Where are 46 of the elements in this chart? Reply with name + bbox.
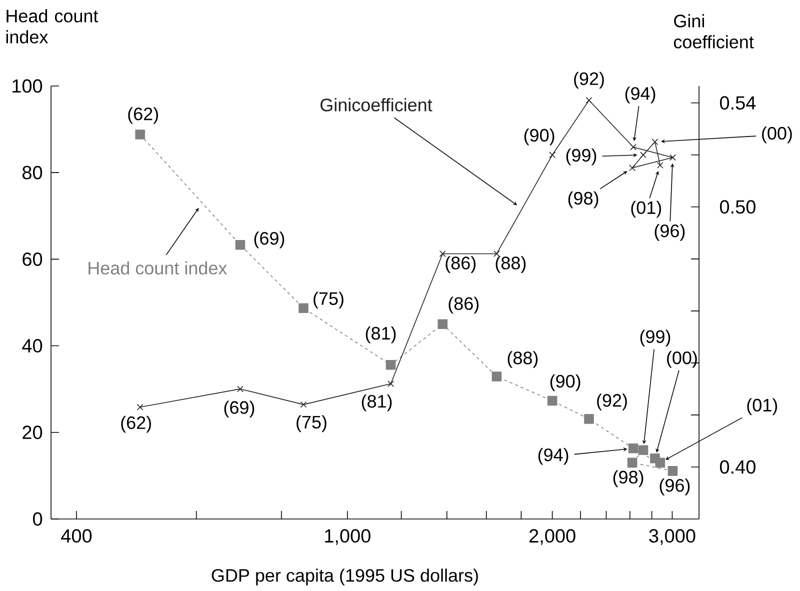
x-axis-title: GDP per capita (1995 US dollars)	[212, 568, 478, 586]
annotation: (69)	[224, 400, 254, 418]
y-axis-title: Head count index	[6, 9, 98, 44]
annotation: (96)	[660, 478, 690, 496]
x-tick-label: 400	[61, 529, 92, 543]
y-tick-label: 0	[33, 512, 42, 526]
annotation: (88)	[508, 351, 538, 368]
y2-tick-label: 0.40	[720, 460, 756, 474]
annotation: (69)	[254, 232, 284, 248]
annotation: (90)	[550, 374, 580, 392]
annotation: (86)	[448, 296, 479, 314]
x-tick-label: 2,000	[529, 529, 576, 545]
annotation: (98)	[613, 470, 644, 488]
annotation: (90)	[524, 128, 554, 146]
y-tick-label: 100	[12, 79, 42, 93]
annotation: (00)	[762, 126, 792, 144]
text: Ginicoefficient	[320, 98, 432, 112]
x-tick-label: 1,000	[325, 529, 370, 545]
annotation: (92)	[574, 72, 604, 89]
annotation: (75)	[314, 292, 344, 309]
annotation: (92)	[597, 394, 627, 410]
annotation: (98)	[568, 191, 598, 208]
annotation: (01)	[631, 200, 662, 218]
annotation: (99)	[640, 330, 670, 347]
series-label: Head count index	[88, 261, 228, 275]
annotation: (01)	[747, 398, 778, 416]
y2-tick-label: 0.50	[720, 200, 756, 214]
annotation: (62)	[121, 416, 151, 433]
y-tick-label: 80	[22, 166, 42, 180]
annotation: (94)	[625, 86, 656, 104]
annotation: (00)	[667, 350, 697, 368]
annotation: (62)	[128, 107, 158, 124]
y-tick-label: 40	[22, 339, 42, 353]
annotation: (86)	[446, 256, 476, 273]
annotation: (75)	[296, 415, 326, 432]
annotation: (88)	[496, 256, 526, 273]
y2-axis-title: Gini coefficient	[674, 14, 754, 48]
y-tick-label: 60	[22, 252, 42, 266]
annotation: (81)	[366, 326, 396, 344]
annotation: (96)	[654, 224, 685, 241]
annotation: (99)	[566, 148, 596, 166]
annotation: (81)	[362, 394, 392, 412]
x-tick-label: 3,000	[649, 529, 696, 545]
y2-tick-label: 0.54	[720, 96, 756, 110]
annotation: (94)	[538, 448, 568, 465]
y-tick-label: 20	[22, 426, 42, 440]
